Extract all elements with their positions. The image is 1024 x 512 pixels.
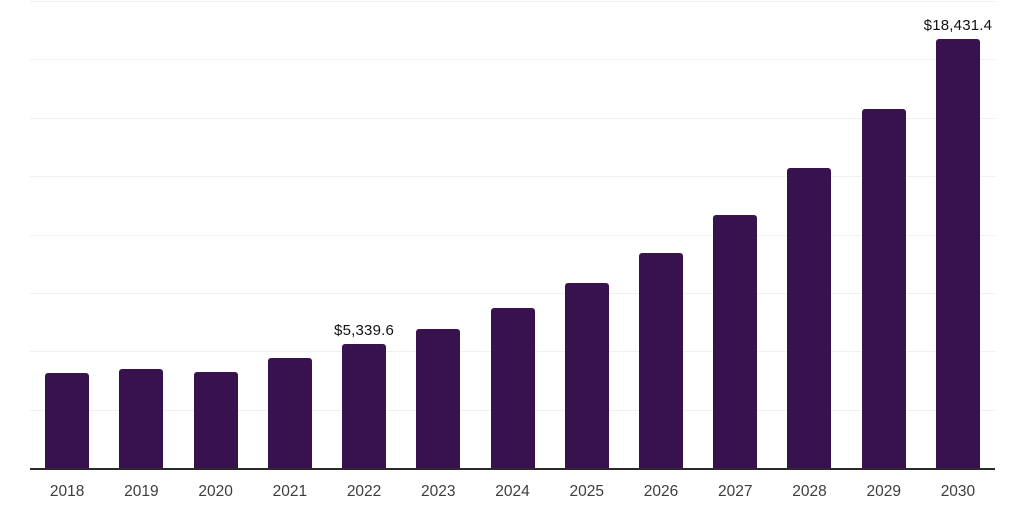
bar-slot-2022: $5,339.6 (327, 2, 401, 469)
x-axis-labels: 2018 2019 2020 2021 2022 2023 2024 2025 2026 2027… (30, 483, 995, 501)
x-axis-line (30, 468, 995, 470)
gridline (30, 292, 995, 294)
bar-2025 (564, 283, 609, 469)
x-tick-label-2027: 2027 (717, 483, 753, 500)
x-tick-label-2030: 2030 (940, 483, 976, 500)
bar-2028 (787, 168, 832, 469)
bar-slot-2027 (698, 2, 772, 469)
bar-2029 (861, 108, 906, 469)
bar-2030 (935, 38, 980, 469)
plot-area: $5,339.6 $18,431.4 (30, 1, 995, 469)
bar-2026 (638, 253, 683, 469)
x-tick-label-2019: 2019 (124, 483, 159, 500)
bar-2019 (119, 369, 164, 469)
bar-slot-2028 (772, 2, 846, 469)
gridline (30, 117, 995, 119)
x-tick-label-2029: 2029 (866, 483, 901, 500)
x-tick-label-2020: 2020 (198, 483, 233, 500)
bar-2022 (342, 344, 387, 469)
gridline (30, 176, 995, 178)
x-tick-label-2022: 2022 (346, 483, 382, 500)
x-tick-label-2018: 2018 (49, 483, 85, 500)
bar-2027 (713, 215, 758, 469)
bar-2020 (193, 371, 238, 469)
bar-2023 (416, 328, 461, 469)
x-tick-label-2023: 2023 (421, 483, 456, 500)
bar-slot-2026 (624, 2, 698, 469)
gridline (30, 59, 995, 61)
x-tick-label-2021: 2021 (272, 483, 308, 500)
bar-slot-2025 (550, 2, 624, 469)
bar-2024 (490, 307, 535, 469)
gridline (30, 1, 995, 2)
bar-2021 (267, 357, 312, 469)
bar-2018 (45, 373, 90, 469)
data-label-2030: $18,431.4 (923, 16, 993, 34)
bar-slot-2023 (401, 2, 475, 469)
bar-slot-2029 (847, 2, 921, 469)
bar-slot-2030: $18,431.4 (921, 2, 995, 469)
bars-container: $5,339.6 $18,431.4 (30, 2, 995, 469)
bar-slot-2019 (104, 2, 178, 469)
bar-slot-2018 (30, 2, 104, 469)
bar-slot-2024 (475, 2, 549, 469)
x-tick-label-2025: 2025 (569, 483, 604, 500)
data-label-2022: $5,339.6 (334, 322, 395, 340)
bar-slot-2020 (178, 2, 252, 469)
bar-slot-2021 (253, 2, 327, 469)
x-tick-label-2024: 2024 (495, 483, 530, 500)
x-tick-label-2026: 2026 (643, 483, 679, 500)
gridline (30, 234, 995, 236)
x-tick-label-2028: 2028 (792, 483, 827, 500)
